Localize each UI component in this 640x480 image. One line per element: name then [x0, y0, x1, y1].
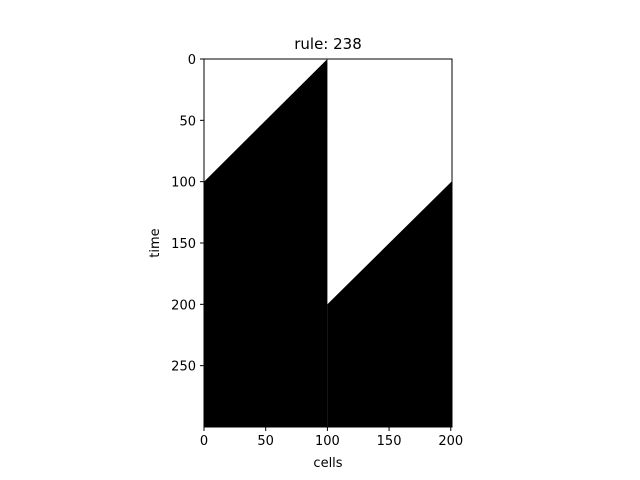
y-axis: 0 50 100 150 200 250	[171, 53, 204, 375]
x-tick-label: 50	[257, 434, 274, 449]
y-axis-label: time	[148, 228, 163, 257]
y-tick-label: 0	[188, 53, 196, 68]
x-tick-label: 0	[200, 434, 208, 449]
y-tick-label: 50	[179, 114, 196, 129]
y-tick-label: 150	[171, 237, 196, 252]
y-tick-label: 100	[171, 176, 196, 191]
x-tick-label: 200	[438, 434, 463, 449]
x-tick-label: 100	[315, 434, 340, 449]
cell-region-right-growth	[327, 181, 452, 427]
y-tick-label: 250	[171, 360, 196, 375]
x-axis-label: cells	[313, 456, 342, 471]
y-tick-label: 200	[171, 298, 196, 313]
cell-region-left-growth	[204, 59, 328, 427]
x-axis: 0 50 100 150 200	[200, 427, 463, 449]
x-tick-label: 150	[377, 434, 402, 449]
chart-title: rule: 238	[294, 35, 362, 53]
plot-area	[203, 58, 453, 428]
